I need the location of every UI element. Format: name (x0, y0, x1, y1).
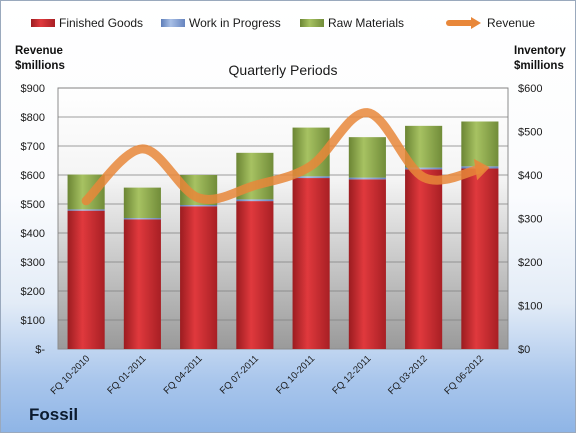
left-tick-label: $600 (21, 170, 45, 182)
bar-work-in-progress (405, 167, 443, 170)
revenue-line (81, 108, 485, 206)
right-tick-label: $400 (518, 170, 542, 182)
category-label: FQ 07-2011 (218, 353, 261, 396)
right-tick-label: $500 (518, 127, 542, 139)
category-label: FQ 03-2012 (386, 353, 430, 397)
bar-finished-goods (180, 206, 218, 349)
bar-finished-goods (348, 179, 386, 349)
left-tick-label: $200 (21, 286, 45, 298)
left-tick-label: $400 (21, 228, 45, 240)
legend-swatch-arrow (471, 17, 481, 29)
bar-work-in-progress (292, 176, 330, 179)
right-tick-label: $100 (518, 301, 542, 313)
bar-finished-goods (461, 168, 499, 349)
bar-finished-goods (236, 201, 274, 349)
right-tick-label: $600 (518, 83, 542, 95)
right-tick-label: $0 (518, 344, 530, 356)
company-name: Fossil (29, 405, 79, 424)
chart-subtitle: Quarterly Periods (229, 62, 338, 78)
bar-raw-materials (348, 137, 386, 178)
bar-finished-goods (123, 219, 161, 349)
bar-work-in-progress (67, 209, 105, 211)
category-label: FQ 06-2012 (442, 353, 486, 397)
bar-raw-materials (123, 187, 161, 219)
legend-swatch (31, 19, 55, 27)
bar-finished-goods (292, 178, 330, 349)
category-label: FQ 10-2010 (49, 353, 93, 397)
left-axis-title: $millions (15, 60, 65, 72)
bar-raw-materials (461, 121, 499, 167)
legend-label: Revenue (487, 16, 535, 30)
left-tick-label: $- (35, 344, 45, 356)
right-tick-label: $200 (518, 257, 542, 269)
left-tick-label: $800 (21, 112, 45, 124)
category-label: FQ 04-2011 (162, 353, 205, 396)
category-label: FQ 10-2011 (274, 353, 317, 396)
category-label: FQ 12-2011 (330, 353, 373, 396)
left-tick-label: $700 (21, 141, 45, 153)
left-tick-label: $300 (21, 257, 45, 269)
legend-label: Work in Progress (189, 16, 281, 30)
left-tick-label: $900 (21, 83, 45, 95)
right-axis-title: $millions (514, 60, 564, 72)
right-axis-title: Inventory (514, 45, 566, 57)
bar-work-in-progress (236, 199, 274, 202)
left-tick-label: $500 (21, 199, 45, 211)
left-tick-label: $100 (21, 315, 45, 327)
bar-work-in-progress (348, 177, 386, 180)
right-tick-label: $300 (518, 214, 542, 226)
legend-label: Raw Materials (328, 16, 404, 30)
bar-work-in-progress (180, 205, 218, 207)
revenue-arrow-head (473, 158, 490, 181)
left-axis-title: Revenue (15, 45, 63, 57)
bar-finished-goods (405, 169, 443, 349)
bar-work-in-progress (123, 218, 161, 220)
legend-label: Finished Goods (59, 16, 143, 30)
legend-swatch (161, 19, 185, 27)
bar-finished-goods (67, 210, 105, 349)
category-label: FQ 01-2011 (105, 353, 148, 396)
legend-swatch (300, 19, 324, 27)
